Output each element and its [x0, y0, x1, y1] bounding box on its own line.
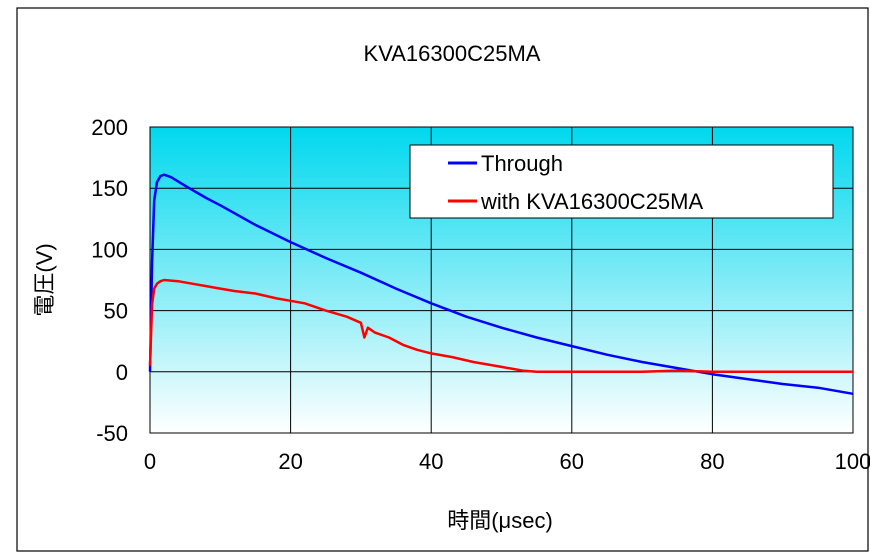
- y-tick-label: 100: [91, 237, 128, 262]
- x-tick-label: 100: [835, 449, 870, 474]
- series-lines: [148, 173, 854, 396]
- x-tick-labels: 0 20 40 60 80 100: [144, 449, 870, 474]
- y-axis-label: 電圧(V): [32, 243, 57, 316]
- legend-box: [409, 144, 834, 219]
- y-tick-labels: 200 150 100 50 0 -50: [91, 115, 128, 446]
- x-tick-label: 80: [700, 449, 724, 474]
- x-tick-label: 0: [144, 449, 156, 474]
- chart-title: KVA16300C25MA: [364, 41, 541, 66]
- legend-label-with-kva: with KVA16300C25MA: [480, 189, 703, 214]
- y-tick-label: -50: [96, 421, 128, 446]
- legend-label-through: Through: [481, 151, 563, 176]
- x-tick-label: 60: [560, 449, 584, 474]
- y-tick-label: 50: [104, 299, 128, 324]
- legend: Through with KVA16300C25MA: [409, 144, 834, 219]
- x-axis-label: 時間(μsec): [447, 508, 553, 533]
- y-tick-label: 200: [91, 115, 128, 140]
- x-tick-label: 20: [278, 449, 302, 474]
- series-line-with-kva: [148, 278, 853, 374]
- x-tick-label: 40: [419, 449, 443, 474]
- y-tick-label: 0: [116, 360, 128, 385]
- y-tick-label: 150: [91, 176, 128, 201]
